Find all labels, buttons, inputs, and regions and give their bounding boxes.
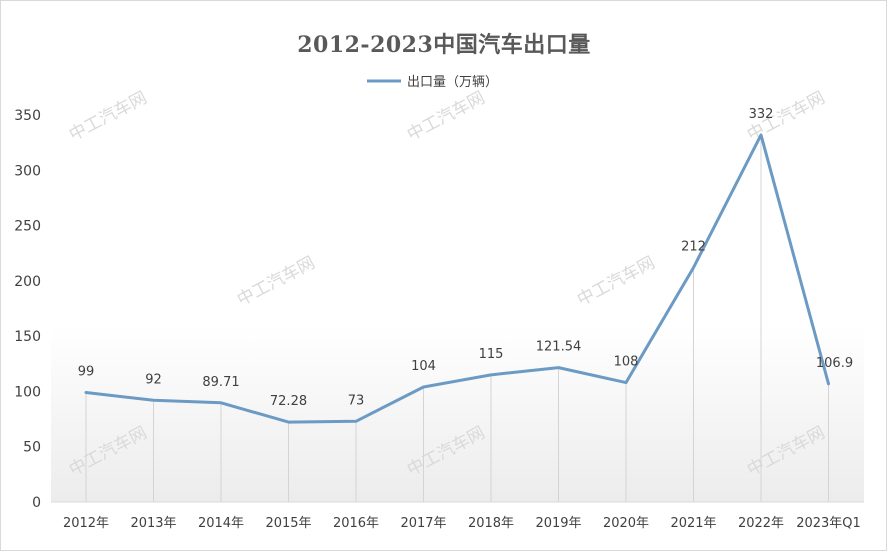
data-label: 108 xyxy=(614,355,639,370)
x-tick-label: 2020年 xyxy=(603,516,649,531)
x-tick-label: 2021年 xyxy=(670,516,716,531)
y-tick-label: 0 xyxy=(32,495,41,511)
data-label: 72.28 xyxy=(270,394,307,409)
drop-lines xyxy=(85,134,829,502)
data-label: 92 xyxy=(145,372,162,387)
legend-label: 出口量（万辆） xyxy=(407,75,498,90)
series-line-export-volume xyxy=(84,133,830,424)
x-tick-label: 2023年Q1 xyxy=(796,516,861,531)
y-axis: 0 50 100 150 200 250 300 350 xyxy=(14,108,41,511)
y-tick-label: 150 xyxy=(14,329,41,345)
data-label: 106.9 xyxy=(816,356,853,371)
legend: 出口量（万辆） xyxy=(367,75,498,90)
x-tick-label: 2012年 xyxy=(63,516,109,531)
data-label: 99 xyxy=(78,365,95,380)
data-label: 332 xyxy=(749,107,774,122)
y-tick-label: 100 xyxy=(14,384,41,400)
x-axis: 2012年 2013年 2014年 2015年 2016年 2017年 2018年 2019年… xyxy=(63,516,861,531)
x-tick-label: 2014年 xyxy=(198,516,244,531)
x-tick-label: 2018年 xyxy=(468,516,514,531)
data-label: 104 xyxy=(411,359,436,374)
chart-title: 2012-2023中国汽车出口量 xyxy=(297,32,591,58)
data-label: 212 xyxy=(681,240,706,255)
x-tick-label: 2017年 xyxy=(400,516,446,531)
y-tick-label: 350 xyxy=(14,108,41,124)
data-label: 73 xyxy=(348,393,365,408)
data-label: 121.54 xyxy=(536,340,582,355)
x-tick-label: 2015年 xyxy=(265,516,311,531)
x-tick-label: 2019年 xyxy=(535,516,581,531)
data-label: 115 xyxy=(479,347,504,362)
x-tick-label: 2022年 xyxy=(738,516,784,531)
data-labels: 99 92 89.71 72.28 73 104 115 121.54 108 212 332 106… xyxy=(78,107,853,409)
plot-area xyxy=(51,109,864,502)
data-label: 89.71 xyxy=(202,375,239,390)
y-tick-label: 200 xyxy=(14,274,41,290)
y-tick-label: 300 xyxy=(14,163,41,179)
x-tick-label: 2013年 xyxy=(130,516,176,531)
y-tick-label: 50 xyxy=(23,440,41,456)
x-tick-label: 2016年 xyxy=(333,516,379,531)
y-tick-label: 250 xyxy=(14,219,41,235)
